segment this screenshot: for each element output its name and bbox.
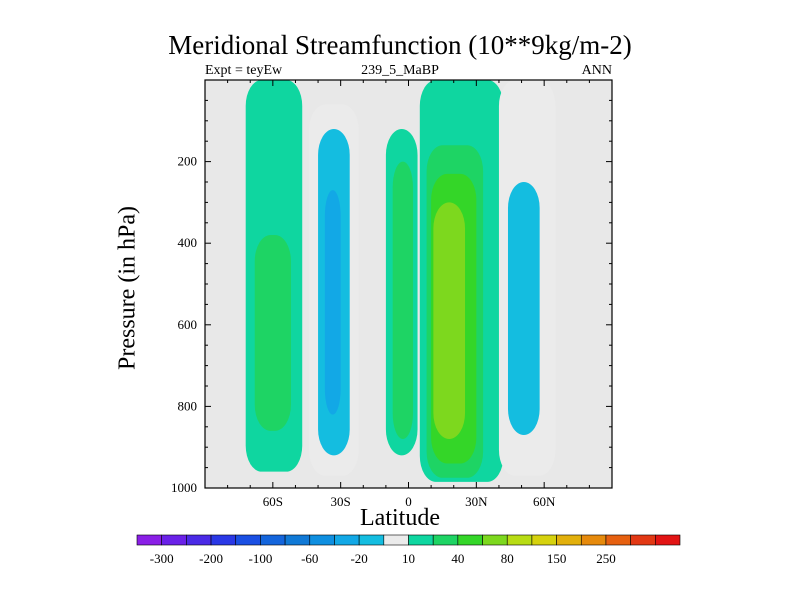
colorbar-swatch: [210, 534, 237, 546]
case-label: 239_5_MaBP: [361, 63, 439, 78]
colorbar-swatch: [630, 534, 656, 546]
y-tick-label: 200: [178, 154, 198, 169]
colorbar-swatch: [580, 534, 607, 546]
colorbar-swatch: [334, 534, 360, 546]
colorbar-label: 40: [451, 551, 464, 566]
x-tick-label: 60S: [263, 494, 283, 509]
x-axis-label: Latitude: [360, 505, 440, 531]
contour-sh-ferrel-cell-core: [324, 190, 341, 415]
colorbar-swatch: [432, 534, 459, 546]
colorbar-swatch: [531, 534, 557, 546]
contour-nh-ferrel-cell-core: [507, 182, 540, 435]
y-tick-label: 1000: [171, 480, 197, 495]
y-tick-label: 400: [178, 235, 198, 250]
x-tick-label: 30N: [465, 494, 488, 509]
colorbar-label: 80: [501, 551, 514, 566]
colorbar-swatch: [506, 534, 533, 546]
contour-sh-polar-cell-core: [254, 235, 291, 431]
colorbar-swatch: [235, 534, 261, 546]
contour-fills: [245, 80, 556, 482]
colorbar-swatch: [358, 534, 385, 546]
colorbar-label: 250: [596, 551, 616, 566]
colorbar-label: -100: [248, 551, 272, 566]
contour-nh-hadley-cell-core: [433, 202, 466, 440]
experiment-label: Expt = teyEw: [205, 63, 283, 78]
colorbar-swatch: [284, 534, 311, 546]
colorbar-label: 150: [547, 551, 567, 566]
y-tick-label: 600: [178, 317, 198, 332]
colorbar-label: -60: [301, 551, 318, 566]
colorbar-swatch: [309, 534, 335, 546]
colorbar-swatch: [383, 534, 409, 546]
colorbar-label: -20: [350, 551, 367, 566]
x-tick-label: 30S: [331, 494, 351, 509]
colorbar-swatch: [457, 534, 483, 546]
contour-sh-hadley-cell-core: [392, 161, 414, 440]
chart-title: Meridional Streamfunction (10**9kg/m-2): [168, 30, 632, 60]
season-label: ANN: [581, 63, 612, 78]
axis-ticks: 60S 30S 0 30N 60N 200 400 600 800 1000: [171, 80, 612, 509]
colorbar-label: 10: [402, 551, 415, 566]
colorbar-swatch: [136, 534, 162, 546]
colorbar-swatch: [408, 534, 434, 546]
x-tick-label: 0: [405, 494, 412, 509]
colorbar-label: -300: [150, 551, 174, 566]
colorbar-swatch: [161, 534, 187, 546]
colorbar-swatch: [655, 534, 681, 546]
colorbar-label: -200: [199, 551, 223, 566]
colorbar-swatch: [482, 534, 508, 546]
x-tick-label: 60N: [533, 494, 556, 509]
colorbar-swatch: [556, 534, 582, 546]
colorbar-swatch: [605, 534, 631, 546]
colorbar-swatch: [260, 534, 286, 546]
y-tick-label: 800: [178, 398, 198, 413]
colorbar-swatch: [186, 534, 212, 546]
colorbar: -300 -200 -100 -60 -20 10 40 80 150 250: [136, 534, 681, 566]
